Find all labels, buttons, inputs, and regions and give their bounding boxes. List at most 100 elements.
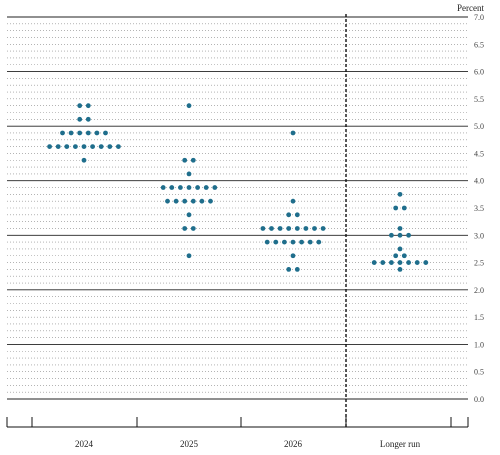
data-dot [190,226,196,231]
data-dot [312,226,317,231]
y-tick-label: 3.5 [474,204,484,213]
y-tick-label: 7.0 [474,13,484,22]
data-dot [85,130,91,136]
data-dot [186,185,192,190]
data-dot [55,144,61,150]
data-dot [98,144,104,150]
data-dot [277,226,283,231]
data-dot [380,260,386,265]
data-dot [90,144,95,150]
data-dot [81,157,87,163]
data-dot [290,198,296,204]
data-dot [290,239,296,245]
data-dot [186,253,192,259]
grid-lines [7,16,468,400]
data-dot [203,185,209,190]
data-dot [286,266,292,272]
data-dot [165,198,170,204]
y-tick-label: 1.5 [474,313,484,322]
data-dot [393,253,399,259]
x-category-label: Longer run [380,439,421,449]
data-dot [260,226,266,231]
data-dot [186,103,192,109]
data-dot [208,198,213,204]
data-dot [94,130,100,136]
data-dot [303,226,309,231]
data-dot [269,226,274,231]
y-tick-label: 2.5 [474,259,484,268]
y-tick-label: 4.5 [474,149,484,158]
data-dot [85,116,91,122]
data-dot [371,260,377,265]
y-axis-tick-labels: 0.0 0.5 1.0 1.5 2.0 2.5 3.0 3.5 4.0 4.5 5.0 5.5 6.0 6… [474,13,484,404]
y-tick-label: 5.5 [474,95,484,104]
data-dot [406,260,411,265]
y-tick-label: 0.5 [474,368,484,377]
data-dot [103,130,108,136]
x-category-label: 2026 [284,439,303,449]
data-dot [68,130,74,136]
data-dot [397,246,403,252]
data-dot [397,266,403,272]
data-dot [389,260,394,265]
data-dot [397,191,403,197]
x-category-label: 2025 [180,439,199,449]
data-dot [320,226,326,231]
data-dot [286,212,292,218]
y-unit-label: Percent [457,3,484,13]
data-dot [182,198,188,204]
data-dot [173,198,179,204]
data-dot [199,198,205,204]
data-dot [393,205,399,211]
data-dot [299,239,304,245]
data-dot [190,198,196,204]
data-dot [77,116,83,122]
data-dot [294,212,300,218]
y-tick-label: 6.5 [474,40,484,49]
y-tick-label: 5.0 [474,122,484,131]
data-dot [294,226,300,231]
data-dot [178,185,183,190]
data-dot [316,239,322,245]
data-dot [116,144,121,150]
data-dot [273,239,279,245]
data-dot [212,185,218,190]
data-dot [401,205,407,211]
data-dot [77,103,83,109]
data-dot [290,253,296,259]
data-dot [190,157,196,163]
data-dot [195,185,201,190]
y-tick-label: 4.0 [474,177,484,186]
data-dot [160,185,166,190]
y-tick-label: 2.0 [474,286,484,295]
data-dot [307,239,313,245]
y-tick-label: 6.0 [474,68,484,77]
data-dots [47,103,429,272]
x-axis-category-labels: 2024 2025 2026 Longer run [75,439,421,449]
y-tick-label: 0.0 [474,395,484,404]
data-dot [282,239,287,245]
data-dot [397,260,403,265]
data-dot [186,212,192,218]
y-tick-label: 3.0 [474,231,484,240]
data-dot [414,260,420,265]
data-dot [401,253,407,259]
data-dot [397,232,403,238]
data-dot [186,171,192,177]
data-dot [389,232,394,238]
data-dot [406,232,411,238]
data-dot [60,130,65,136]
x-category-label: 2024 [75,439,94,449]
data-dot [107,144,113,150]
data-dot [264,239,270,245]
data-dot [182,157,188,163]
data-dot [85,103,91,109]
data-dot [397,226,403,231]
data-dot [294,266,300,272]
data-dot [182,226,188,231]
data-dot [47,144,52,150]
data-dot [64,144,70,150]
y-tick-label: 1.0 [474,340,484,349]
data-dot [81,144,87,150]
